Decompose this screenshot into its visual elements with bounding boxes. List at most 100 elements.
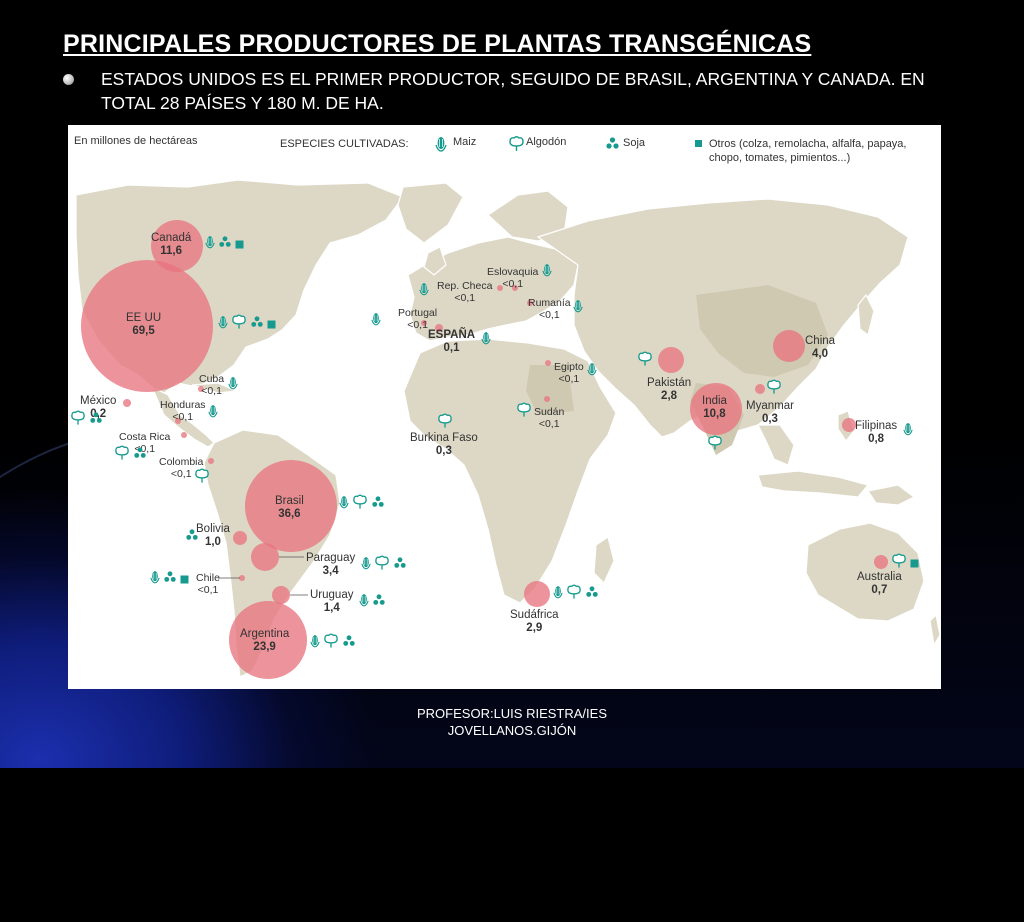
land-highlight-sudan: [526, 365, 574, 415]
label-portugal: Portugal <0,1: [398, 307, 438, 331]
crops-india: [707, 435, 726, 453]
land-europe: [407, 236, 579, 342]
algodon-icon: [323, 633, 339, 654]
label-uruguay: Uruguay 1,4: [310, 589, 354, 614]
bubble-china: [773, 330, 805, 362]
label-brasil: Brasil 36,6: [275, 495, 304, 520]
footer-line-1: PROFESOR:LUIS RIESTRA/IES: [417, 706, 607, 721]
algodon-icon: [566, 584, 582, 605]
soja-icon: [250, 315, 264, 334]
crops-pakistan: [637, 351, 656, 369]
crops-cuba: [228, 375, 241, 393]
label-eslovaquia: Eslovaquia <0,1: [487, 266, 539, 290]
algodon-icon: [508, 136, 525, 155]
crops-sudan: [516, 402, 535, 420]
label-chile: Chile <0,1: [196, 572, 220, 596]
bubble-costa-rica: [181, 432, 187, 438]
crops-paraguay: [361, 555, 410, 573]
legend-maiz: Maiz: [435, 136, 476, 155]
crops-eslovaquia: [542, 262, 555, 280]
crops-eeuu: [218, 314, 279, 332]
label-honduras: Honduras <0,1: [160, 399, 206, 423]
land-cuba: [191, 382, 239, 394]
legend-algodon: Algodón: [508, 136, 566, 155]
otros-icon: [910, 555, 919, 573]
legend-soja-label: Soja: [623, 137, 646, 149]
crops-colombia: [194, 468, 213, 486]
maiz-icon: [903, 421, 913, 442]
crops-china: [766, 379, 785, 397]
label-eeuu: EE UU 69,5: [126, 312, 162, 337]
world-map: En millones de hectáreas ESPECIES CULTIV…: [68, 125, 941, 689]
legend-title: ESPECIES CULTIVADAS:: [280, 138, 409, 150]
crops-rep-checa: [419, 281, 432, 299]
bubble-australia: [874, 555, 888, 569]
algodon-icon: [70, 410, 86, 431]
land-indonesia: [757, 470, 870, 498]
maiz-icon: [310, 633, 320, 654]
crops-brasil: [339, 494, 388, 512]
bubble-uruguay: [272, 586, 290, 604]
label-argentina: Argentina 23,9: [240, 628, 290, 653]
crops-canada: [205, 234, 247, 252]
maiz-icon: [150, 569, 160, 590]
land-australia: [805, 522, 925, 622]
bubble-sudan: [544, 396, 550, 402]
soja-icon: [163, 570, 177, 589]
soja-icon: [371, 495, 385, 514]
algodon-icon: [891, 553, 907, 574]
bubble-bolivia: [233, 531, 247, 545]
label-myanmar: Myanmar 0,3: [746, 400, 794, 425]
maiz-icon: [361, 555, 371, 576]
bubble-colombia: [208, 458, 214, 464]
crops-mexico: [70, 410, 106, 428]
soja-icon: [393, 556, 407, 575]
crops-uruguay: [359, 592, 389, 610]
legend-otros-label: Otros (colza, remolacha, alfalfa, papaya…: [709, 138, 907, 164]
otros-icon: [695, 140, 702, 147]
maiz-icon: [208, 403, 218, 424]
algodon-icon: [231, 314, 247, 335]
crops-rumania: [573, 298, 586, 316]
algodon-icon: [516, 402, 532, 423]
bubble-filipinas: [842, 418, 856, 432]
bubble-brasil: [245, 460, 337, 552]
maiz-icon: [573, 298, 583, 319]
crops-chile: [150, 569, 192, 587]
label-sudafrica: Sudáfrica 2,9: [510, 609, 559, 634]
bubble-rep-checa: [497, 285, 503, 291]
bubble-myanmar: [755, 384, 765, 394]
crops-australia: [891, 553, 922, 571]
otros-icon: [180, 571, 189, 589]
maiz-icon: [419, 281, 429, 302]
legend-otros: Otros (colza, remolacha, alfalfa, papaya…: [695, 137, 939, 165]
bubble-chile: [239, 575, 245, 581]
legend-soja: Soja: [605, 137, 645, 154]
soja-icon: [585, 585, 599, 604]
otros-icon: [235, 236, 244, 254]
maiz-icon: [205, 234, 215, 255]
bubble-india: [690, 383, 742, 435]
algodon-icon: [114, 445, 130, 466]
bullet-icon: [63, 74, 74, 85]
soja-icon: [185, 529, 199, 547]
crops-burkina: [437, 413, 456, 431]
label-mexico: México 0,2: [80, 395, 117, 420]
maiz-icon: [435, 136, 447, 155]
bubble-eslovaquia: [512, 285, 518, 291]
soja-icon: [605, 137, 620, 154]
label-paraguay: Paraguay 3,4: [306, 552, 356, 577]
algodon-icon: [194, 468, 210, 489]
bubble-sudafrica: [524, 581, 550, 607]
label-india: India 10,8: [702, 395, 727, 420]
crops-argentina: [310, 633, 359, 651]
algodon-icon: [766, 379, 782, 400]
maiz-icon: [371, 311, 381, 332]
land-scandinavia: [487, 190, 569, 242]
crops-espana: [481, 330, 494, 348]
maiz-icon: [481, 330, 491, 351]
world-map-landmasses: [75, 179, 941, 679]
maiz-icon: [218, 314, 228, 335]
land-greenland: [397, 182, 464, 244]
land-madagascar: [593, 536, 615, 585]
